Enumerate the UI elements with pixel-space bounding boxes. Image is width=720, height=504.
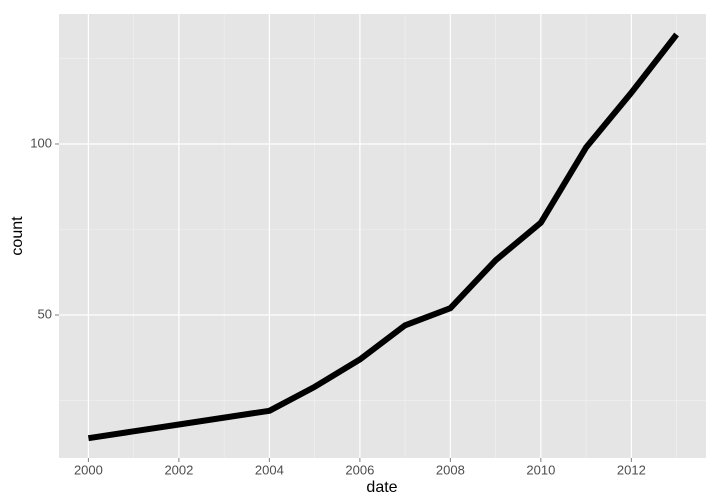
x-tick-label: 2000 (74, 462, 103, 477)
x-tick-label: 2012 (617, 462, 646, 477)
x-tick-label: 2004 (255, 462, 284, 477)
data-line (87, 32, 679, 442)
x-tick-label: 2010 (526, 462, 555, 477)
y-tick-label: 50 (38, 306, 52, 321)
x-axis-title: date (366, 479, 397, 496)
x-tick-label: 2006 (345, 462, 374, 477)
y-axis-title: count (9, 216, 26, 256)
y-tick-label: 100 (30, 135, 52, 150)
plot-background (59, 14, 706, 458)
x-tick-label: 2008 (436, 462, 465, 477)
x-tick-label: 2002 (164, 462, 193, 477)
